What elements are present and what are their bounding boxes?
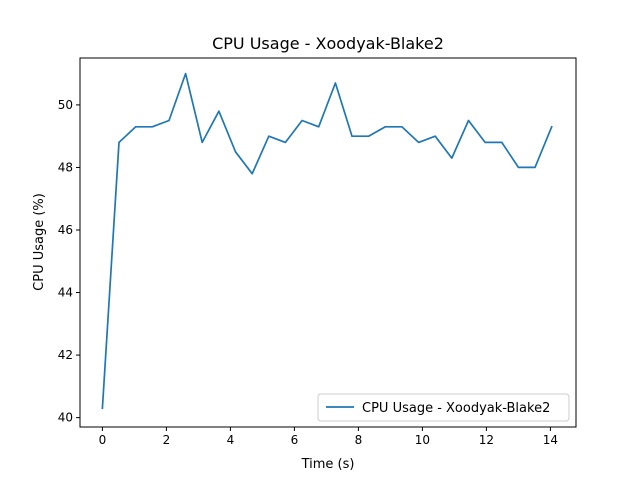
y-tick-label: 48 bbox=[58, 160, 73, 174]
x-axis-label: Time (s) bbox=[301, 457, 355, 472]
y-tick-label: 44 bbox=[58, 286, 73, 300]
x-tick-label: 2 bbox=[163, 433, 171, 447]
x-tick-label: 6 bbox=[291, 433, 299, 447]
x-tick-label: 4 bbox=[227, 433, 235, 447]
y-tick-label: 50 bbox=[58, 98, 73, 112]
legend: CPU Usage - Xoodyak-Blake2 bbox=[317, 393, 570, 422]
x-tick-label: 12 bbox=[479, 433, 494, 447]
legend-box bbox=[317, 393, 570, 422]
x-tick-label: 0 bbox=[99, 433, 107, 447]
legend-label: CPU Usage - Xoodyak-Blake2 bbox=[362, 401, 550, 416]
x-tick-label: 8 bbox=[355, 433, 363, 447]
y-tick-label: 46 bbox=[58, 223, 73, 237]
plot-frame bbox=[79, 57, 577, 428]
y-tick-label: 40 bbox=[58, 411, 73, 425]
y-axis-ticks: 40 42 44 46 48 50 bbox=[58, 98, 80, 425]
x-tick-label: 10 bbox=[415, 433, 430, 447]
series-line-cpu-usage bbox=[101, 72, 553, 410]
chart-title: CPU Usage - Xoodyak-Blake2 bbox=[212, 34, 444, 53]
x-axis-ticks: 0 2 4 6 8 10 12 14 bbox=[99, 427, 558, 447]
x-tick-label: 14 bbox=[543, 433, 558, 447]
y-axis-label: CPU Usage (%) bbox=[32, 193, 47, 291]
y-tick-label: 42 bbox=[58, 348, 73, 362]
